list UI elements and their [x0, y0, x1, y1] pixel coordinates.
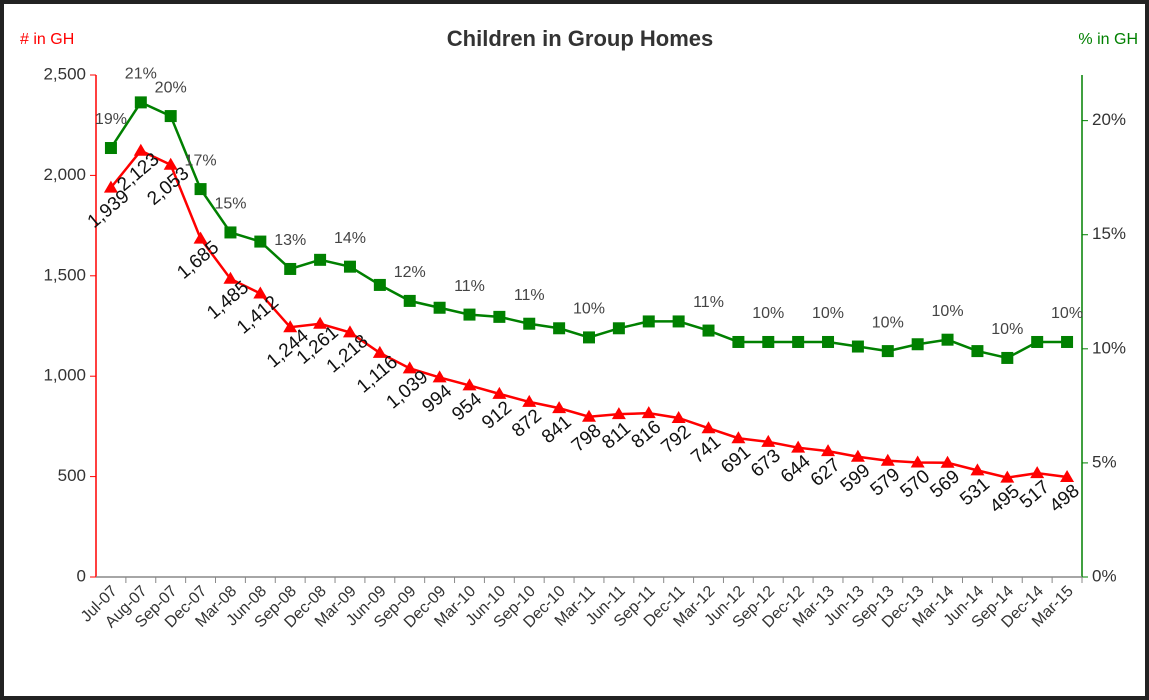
marker [403, 294, 416, 307]
marker [342, 325, 357, 338]
marker [253, 286, 268, 299]
marker [223, 271, 238, 284]
marker [193, 231, 208, 244]
marker [343, 260, 356, 273]
marker [971, 345, 984, 358]
marker [134, 96, 147, 109]
data-label: 10% [573, 301, 605, 318]
marker [941, 333, 954, 346]
marker [791, 440, 806, 453]
data-label: 12% [394, 264, 426, 281]
data-label: 21% [125, 66, 157, 83]
marker [612, 322, 625, 335]
data-label: 17% [185, 152, 217, 169]
y-tick-label: 2,000 [43, 165, 86, 184]
marker [731, 431, 746, 444]
y-tick-label: 1,000 [43, 366, 86, 385]
data-label: 10% [932, 303, 964, 320]
data-label: 10% [752, 305, 784, 322]
data-label: 10% [1051, 305, 1083, 322]
marker [103, 180, 118, 193]
data-label: 10% [991, 321, 1023, 338]
y2-tick-label: 10% [1092, 338, 1126, 357]
y2-tick-label: 5% [1092, 452, 1117, 471]
marker [314, 253, 327, 266]
marker [970, 463, 985, 476]
y2-axis-label: % in GH [1078, 31, 1138, 48]
marker [641, 406, 656, 419]
data-label: 15% [214, 196, 246, 213]
marker [851, 340, 864, 353]
data-label: 13% [274, 232, 306, 249]
marker [881, 345, 894, 358]
marker [910, 455, 925, 468]
chart-title: Children in Group Homes [447, 26, 713, 51]
marker [373, 278, 386, 291]
marker [792, 335, 805, 348]
marker [402, 361, 417, 374]
data-label: 11% [454, 278, 485, 295]
marker [523, 317, 536, 330]
marker [493, 310, 506, 323]
marker [1001, 351, 1014, 364]
marker [1060, 470, 1075, 483]
marker [492, 386, 507, 399]
marker [761, 434, 776, 447]
marker [1030, 466, 1045, 479]
marker [671, 410, 686, 423]
marker [582, 409, 596, 422]
marker [194, 183, 207, 196]
marker [433, 301, 446, 314]
marker [163, 157, 178, 170]
data-label: 11% [693, 294, 724, 311]
marker [284, 262, 297, 275]
marker [462, 378, 477, 391]
y2-tick-label: 20% [1092, 110, 1126, 129]
data-label: 10% [872, 314, 904, 331]
y-tick-label: 500 [58, 466, 86, 485]
marker [372, 345, 387, 358]
marker [702, 324, 715, 337]
marker [732, 335, 745, 348]
marker [911, 338, 924, 351]
marker [583, 331, 595, 344]
marker [822, 335, 835, 348]
marker [850, 449, 865, 462]
marker [133, 143, 148, 156]
marker [522, 394, 537, 407]
data-label: 14% [334, 230, 366, 247]
marker [1000, 470, 1015, 483]
marker [821, 444, 836, 457]
data-label: 20% [155, 79, 187, 96]
y2-tick-label: 15% [1092, 224, 1126, 243]
marker [940, 455, 955, 468]
y-axis-label: # in GH [20, 31, 74, 48]
marker [701, 421, 716, 434]
marker [224, 226, 237, 239]
data-label: 10% [812, 305, 844, 322]
data-label: 19% [95, 111, 127, 128]
y-tick-label: 0 [77, 566, 86, 585]
y2-tick-label: 0% [1092, 566, 1117, 585]
marker [762, 335, 775, 348]
marker [1061, 335, 1074, 348]
marker [1031, 335, 1044, 348]
y-tick-label: 2,500 [43, 64, 86, 83]
marker [880, 453, 895, 466]
marker [552, 401, 567, 414]
marker [104, 142, 117, 155]
marker [432, 370, 447, 383]
marker [463, 308, 476, 321]
marker [642, 315, 655, 328]
marker [313, 316, 328, 329]
y-tick-label: 1,500 [43, 265, 86, 284]
marker [553, 322, 566, 335]
data-label: 11% [514, 287, 545, 304]
marker [611, 407, 626, 420]
marker [672, 315, 685, 328]
marker [164, 110, 177, 123]
marker [254, 235, 267, 248]
marker [283, 320, 298, 333]
